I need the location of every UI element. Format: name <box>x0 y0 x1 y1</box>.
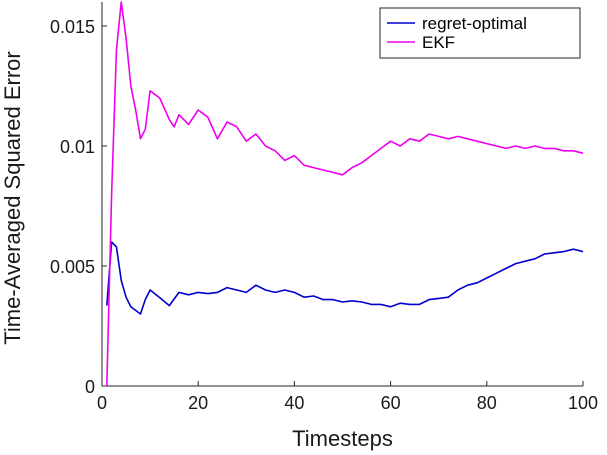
series-line-regret-optimal <box>106 241 583 315</box>
legend-box <box>379 7 581 59</box>
x-tick-label: 20 <box>188 393 208 413</box>
x-axis-title: Timesteps <box>292 426 393 451</box>
y-tick-label: 0.005 <box>50 257 95 277</box>
x-tick-label: 80 <box>477 393 497 413</box>
x-tick-label: 0 <box>97 393 107 413</box>
y-tick-label: 0.01 <box>60 137 95 157</box>
x-tick-label: 40 <box>284 393 304 413</box>
legend-label: EKF <box>422 33 455 52</box>
legend-label: regret-optimal <box>422 14 527 33</box>
plot-area <box>102 2 583 386</box>
y-tick-label: 0.015 <box>50 17 95 37</box>
y-axis-title: Time-Averaged Squared Error <box>0 51 25 344</box>
series-line-ekf <box>106 1 583 386</box>
y-tick-label: 0 <box>85 377 95 397</box>
x-tick-label: 60 <box>381 393 401 413</box>
x-tick-label: 100 <box>568 393 598 413</box>
